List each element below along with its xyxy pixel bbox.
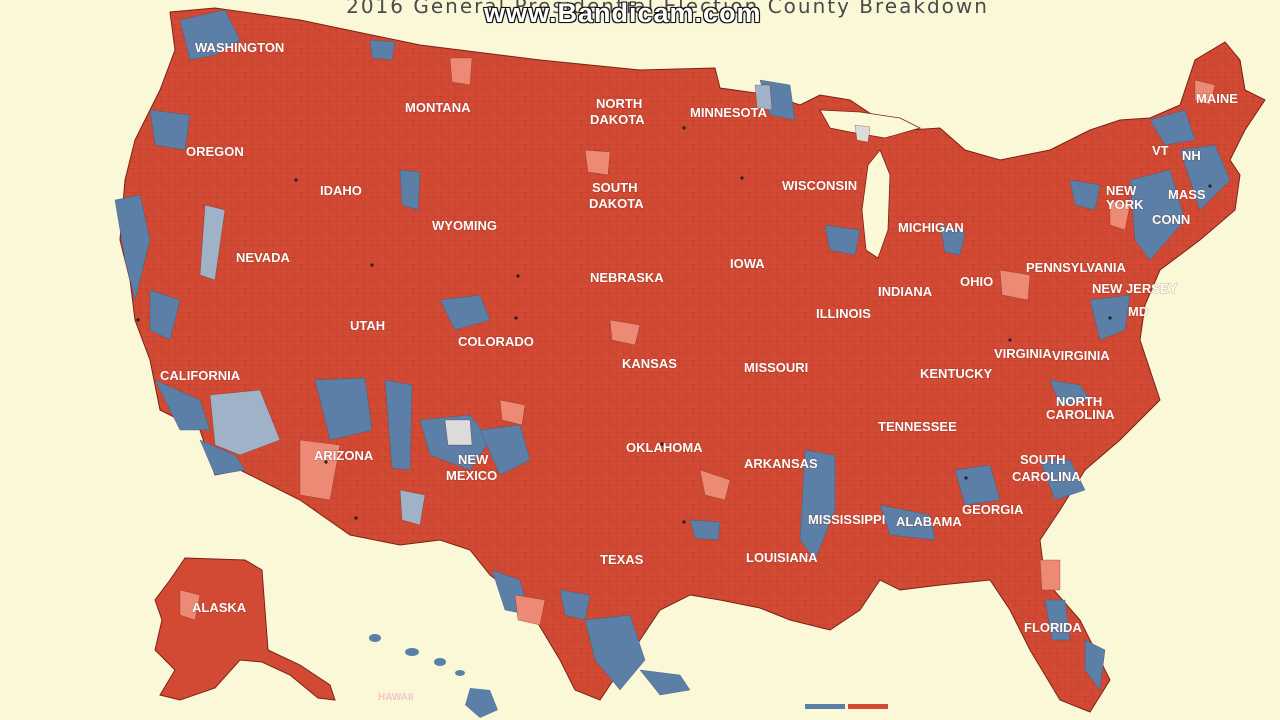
state-label: OHIO (960, 274, 993, 289)
state-label: NEW (458, 452, 489, 467)
state-label: NEBRASKA (590, 270, 664, 285)
state-label: OKLAHOMA (626, 440, 703, 455)
state-label: PENNSYLVANIA (1026, 260, 1127, 275)
state-label: MINNESOTA (690, 105, 768, 120)
state-label: CALIFORNIA (160, 368, 241, 383)
state-label: ARKANSAS (744, 456, 818, 471)
state-label: MONTANA (405, 100, 471, 115)
state-label: MD (1128, 304, 1148, 319)
state-label: WYOMING (432, 218, 497, 233)
state-label: UTAH (350, 318, 385, 333)
state-label: SOUTH (1020, 452, 1066, 467)
state-label: WASHINGTON (195, 40, 284, 55)
map-title: 2016 General Presidential Election Count… (346, 0, 989, 18)
state-label: MICHIGAN (898, 220, 964, 235)
watermark: www.Bandicam.com (484, 0, 762, 28)
state-label: WISCONSIN (782, 178, 857, 193)
state-label: MISSISSIPPI (808, 512, 885, 527)
lake-superior (819, 109, 922, 139)
lake-michigan (861, 149, 891, 259)
state-label: HAWAII (378, 692, 414, 703)
lean-counties (179, 57, 1216, 626)
state-label: LOUISIANA (746, 550, 818, 565)
state-label: NEVADA (236, 250, 291, 265)
city-markers (136, 126, 1212, 524)
state-label: CONN (1152, 212, 1190, 227)
state-labels: WASHINGTON OREGON IDAHO MONTANA NORTH DA… (160, 40, 1239, 704)
state-label: NORTH (596, 96, 642, 111)
state-label: ALABAMA (896, 514, 962, 529)
state-label: NORTH (1056, 394, 1102, 409)
state-label: FLORIDA (1024, 620, 1082, 635)
state-label: ARIZONA (314, 448, 374, 463)
state-label: SOUTH (592, 180, 638, 195)
state-label: TEXAS (600, 552, 644, 567)
alaska (154, 557, 336, 701)
state-label: MEXICO (446, 468, 497, 483)
state-label: VIRGINIA (994, 346, 1052, 361)
state-label: GEORGIA (962, 502, 1024, 517)
state-label: CAROLINA (1012, 469, 1081, 484)
state-label: ILLINOIS (816, 306, 871, 321)
state-label: MISSOURI (744, 360, 808, 375)
state-label: MAINE (1196, 91, 1238, 106)
state-label: YORK (1106, 197, 1144, 212)
state-label: KENTUCKY (920, 366, 993, 381)
state-label: NEW JERSEY (1092, 281, 1178, 296)
state-label: OREGON (186, 144, 244, 159)
state-label: KANSAS (622, 356, 677, 371)
state-label: COLORADO (458, 334, 534, 349)
state-label: IDAHO (320, 183, 362, 198)
state-label: NEW (1106, 183, 1137, 198)
state-label: VIRGINIA (1052, 348, 1110, 363)
state-label: DAKOTA (590, 112, 645, 127)
hawaii-islands (369, 634, 498, 718)
state-label: NH (1182, 148, 1201, 163)
state-label: DAKOTA (589, 196, 644, 211)
state-label: INDIANA (878, 284, 933, 299)
state-label: MASS (1168, 187, 1206, 202)
state-label: CAROLINA (1046, 407, 1115, 422)
state-label: VT (1152, 143, 1169, 158)
legend (805, 704, 888, 709)
state-label: ALASKA (192, 600, 247, 615)
state-label: TENNESSEE (878, 419, 957, 434)
state-label: IOWA (730, 256, 765, 271)
